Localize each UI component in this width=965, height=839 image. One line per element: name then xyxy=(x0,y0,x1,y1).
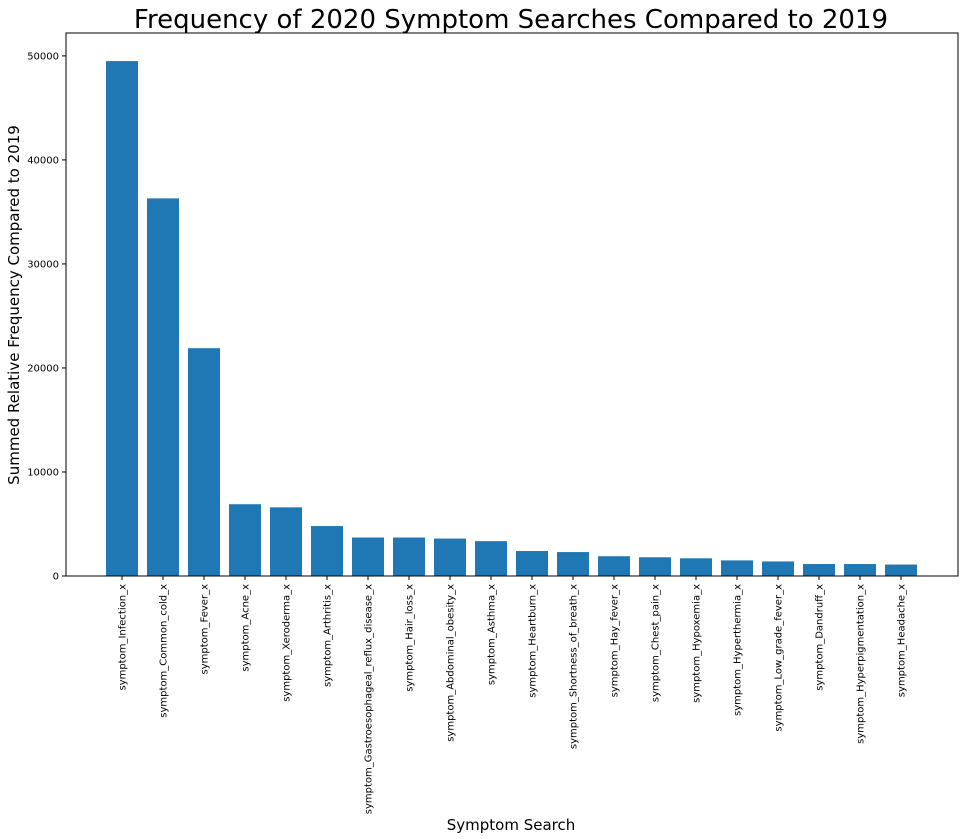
bar-1 xyxy=(147,198,179,576)
x-tick-label-7: symptom_Hair_loss_x xyxy=(405,584,416,692)
bar-2 xyxy=(188,348,220,576)
bar-12 xyxy=(598,556,630,576)
x-tick-label-9: symptom_Asthma_x xyxy=(487,584,498,685)
x-tick-label-14: symptom_Hypoxemia_x xyxy=(692,584,703,703)
bar-6 xyxy=(352,537,384,576)
bar-19 xyxy=(885,564,917,576)
bar-15 xyxy=(721,560,753,576)
x-tick-label-0: symptom_Infection_x xyxy=(118,584,129,691)
y-tick-label-4: 40000 xyxy=(27,155,59,166)
x-tick-label-2: symptom_Fever_x xyxy=(200,584,211,675)
y-tick-label-5: 50000 xyxy=(27,51,59,62)
x-tick-label-4: symptom_Xeroderma_x xyxy=(282,584,293,702)
bar-4 xyxy=(270,507,302,576)
x-tick-label-13: symptom_Chest_pain_x xyxy=(651,584,662,702)
x-tick-label-8: symptom_Abdominal_obesity_x xyxy=(446,584,457,742)
x-tick-label-12: symptom_Hay_fever_x xyxy=(610,584,621,697)
bar-11 xyxy=(557,552,589,576)
x-tick-label-5: symptom_Arthritis_x xyxy=(323,584,334,687)
plot-frame xyxy=(65,32,959,577)
bar-3 xyxy=(229,504,261,576)
bar-8 xyxy=(434,538,466,576)
x-tick-label-11: symptom_Shortness_of_breath_x xyxy=(569,584,580,749)
x-tick-label-16: symptom_Low_grade_fever_x xyxy=(774,584,785,732)
bar-7 xyxy=(393,537,425,576)
x-tick-label-6: symptom_Gastroesophageal_reflux_disease_… xyxy=(364,584,375,814)
x-tick-label-18: symptom_Hyperpigmentation_x xyxy=(856,584,867,744)
bars xyxy=(106,61,917,577)
bar-9 xyxy=(475,541,507,576)
x-axis: symptom_Infection_x symptom_Common_cold_x… xyxy=(118,576,908,814)
x-tick-label-1: symptom_Common_cold_x xyxy=(159,584,170,718)
bar-14 xyxy=(680,558,712,576)
chart-title: Frequency of 2020 Symptom Searches Compa… xyxy=(134,5,888,35)
y-tick-label-0: 0 xyxy=(53,572,59,583)
bar-18 xyxy=(844,564,876,576)
bar-10 xyxy=(516,551,548,576)
bar-17 xyxy=(803,564,835,576)
x-tick-label-17: symptom_Dandruff_x xyxy=(815,584,826,691)
x-axis-label: Symptom Search xyxy=(447,816,576,834)
bar-0 xyxy=(106,61,138,577)
y-axis-label: Summed Relative Frequency Compared to 20… xyxy=(5,125,23,485)
y-tick-label-1: 10000 xyxy=(27,467,59,478)
y-tick-label-3: 30000 xyxy=(27,259,59,270)
x-tick-label-10: symptom_Heartburn_x xyxy=(528,584,539,698)
y-axis: 0 10000 20000 30000 40000 50000 xyxy=(27,51,66,583)
x-tick-label-3: symptom_Acne_x xyxy=(241,584,252,672)
bar-13 xyxy=(639,557,671,576)
x-tick-label-19: symptom_Headache_x xyxy=(897,584,908,697)
bar-16 xyxy=(762,561,794,576)
bar-5 xyxy=(311,526,343,576)
x-tick-label-15: symptom_Hyperthermia_x xyxy=(733,584,744,716)
y-tick-label-2: 20000 xyxy=(27,363,59,374)
